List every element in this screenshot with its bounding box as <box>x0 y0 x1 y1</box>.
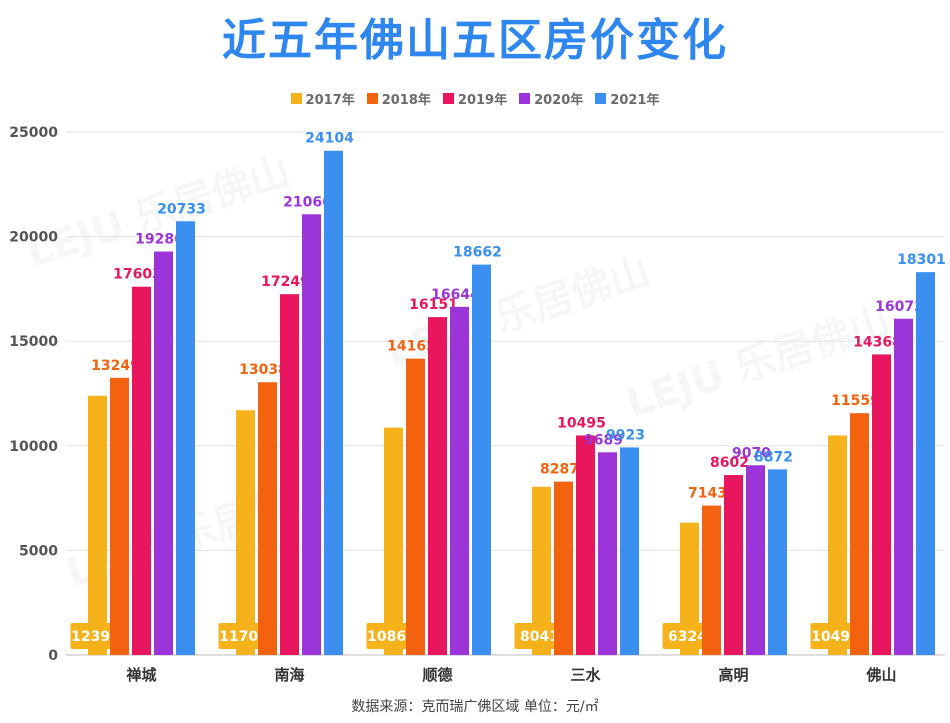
bar <box>554 481 573 655</box>
x-tick-label: 南海 <box>274 666 304 684</box>
data-label: 16151 <box>409 297 458 313</box>
data-label: 8602 <box>710 455 749 471</box>
bar <box>88 395 107 655</box>
y-tick-label: 10000 <box>9 439 58 455</box>
x-tick-label: 佛山 <box>865 666 896 684</box>
bar <box>576 435 595 655</box>
data-label: 17249 <box>261 274 310 290</box>
data-label: 9070 <box>732 445 771 461</box>
bar <box>258 382 277 655</box>
base-label-badge <box>810 623 861 649</box>
legend-item: 2018年 <box>366 89 431 108</box>
bar <box>598 452 617 655</box>
data-label: 17603 <box>113 267 162 283</box>
data-label: 10495 <box>557 415 606 431</box>
data-label: 14165 <box>387 339 436 355</box>
legend-label: 2018年 <box>381 93 431 108</box>
base-label-badge <box>514 623 565 649</box>
legend-swatch <box>519 93 531 104</box>
data-label: 13249 <box>91 358 140 374</box>
bar <box>236 410 255 655</box>
data-label: 21066 <box>283 194 332 210</box>
legend-item: 2021年 <box>595 89 659 108</box>
data-label: 11700 <box>219 629 268 645</box>
y-tick-label: 15000 <box>9 334 58 350</box>
legend-label: 2017年 <box>305 93 355 108</box>
data-label: 16073 <box>875 299 924 315</box>
bar <box>154 251 173 656</box>
bar <box>702 505 721 655</box>
bar <box>302 214 321 655</box>
data-label: 13038 <box>239 362 288 378</box>
legend-swatch <box>290 93 302 104</box>
data-label: 14368 <box>853 334 902 350</box>
data-label: 8872 <box>754 449 793 465</box>
chart-title: 近五年佛山五区房价变化 <box>222 15 728 66</box>
bar <box>110 377 129 655</box>
legend-swatch <box>595 93 607 104</box>
legend-label: 2021年 <box>610 93 660 108</box>
data-label: 19286 <box>135 232 184 248</box>
chart-legend: 2017年 2018年 2019年 2020年 2021年 <box>0 89 950 108</box>
bar <box>680 522 699 655</box>
data-label: 24104 <box>305 131 354 147</box>
data-label: 20733 <box>157 201 206 217</box>
y-tick-label: 0 <box>48 648 58 664</box>
data-label: 16644 <box>431 287 480 303</box>
x-tick-label: 顺德 <box>422 666 452 684</box>
bar <box>280 294 299 655</box>
bar <box>532 486 551 655</box>
bar <box>724 475 743 655</box>
legend-swatch <box>366 93 378 104</box>
x-tick-label: 禅城 <box>125 666 156 684</box>
base-label-badge <box>662 623 713 649</box>
legend-swatch <box>442 93 454 104</box>
data-label: 18662 <box>453 245 502 261</box>
data-label: 9923 <box>606 427 645 443</box>
bar <box>916 272 935 655</box>
bar <box>132 286 151 655</box>
base-label-badge <box>218 623 269 649</box>
data-label: 8287 <box>540 462 579 478</box>
base-label-badge <box>70 623 121 649</box>
chart-footnote: 数据来源：克而瑞广佛区域 单位：元/㎡ <box>351 699 599 715</box>
bar <box>176 221 195 656</box>
bar <box>872 354 891 655</box>
bar <box>406 358 425 655</box>
data-label: 8041 <box>520 629 559 645</box>
legend-label: 2019年 <box>457 93 508 108</box>
legend-item: 2020年 <box>519 89 583 108</box>
data-label: 10869 <box>367 629 416 645</box>
data-label: 7143 <box>688 486 727 502</box>
data-label: 6324 <box>668 629 707 645</box>
data-label: 9689 <box>584 432 623 448</box>
legend-label: 2020年 <box>534 93 584 108</box>
bar <box>324 150 343 655</box>
bar <box>894 318 913 655</box>
bar <box>620 447 639 655</box>
y-tick-label: 20000 <box>9 230 58 246</box>
bar <box>428 317 447 655</box>
bar <box>384 427 403 655</box>
legend-item: 2017年 <box>290 89 355 108</box>
bar <box>746 465 765 655</box>
y-tick-label: 5000 <box>19 543 58 559</box>
bar <box>472 264 491 655</box>
data-label: 10494 <box>811 629 860 645</box>
data-label: 12391 <box>71 629 120 645</box>
x-tick-label: 三水 <box>570 666 601 684</box>
bar <box>828 435 847 655</box>
x-tick-label: 高明 <box>718 666 748 684</box>
data-label: 11559 <box>831 393 880 409</box>
base-label-badge <box>366 623 417 649</box>
bar <box>850 413 869 655</box>
bar <box>450 306 469 655</box>
legend-item: 2019年 <box>442 89 508 108</box>
bar <box>768 469 787 655</box>
data-label: 18301 <box>897 252 946 268</box>
y-tick-label: 25000 <box>9 125 58 141</box>
